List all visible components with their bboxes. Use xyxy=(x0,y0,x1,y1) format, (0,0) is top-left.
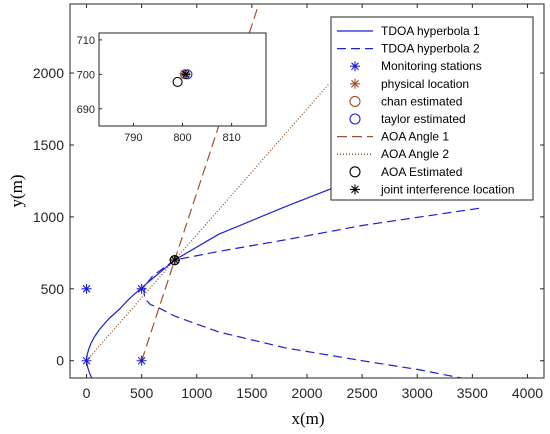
legend-item: TDOA hyperbola 2 xyxy=(337,42,480,56)
y-tick-label: 2000 xyxy=(33,65,64,81)
x-tick-label: 4000 xyxy=(512,385,543,401)
legend: TDOA hyperbola 1 TDOA hyperbola 2 Monitori… xyxy=(330,16,534,201)
legend-label: AOA Angle 1 xyxy=(381,130,449,144)
y-tick-label: 0 xyxy=(56,353,64,369)
x-tick-label: 500 xyxy=(130,385,154,401)
legend-item: AOA Estimated xyxy=(349,165,462,179)
legend-label: AOA Angle 2 xyxy=(381,147,449,161)
y-tick-label: 1500 xyxy=(33,137,64,153)
legend-label: physical location xyxy=(381,77,469,91)
legend-marker-swatch xyxy=(350,78,360,89)
inset-zoom-plot: 790 800 810 690 700 710 xyxy=(77,32,267,144)
x-tick-label: 1000 xyxy=(181,385,212,401)
legend-item: AOA Angle 1 xyxy=(337,130,449,144)
legend-item: TDOA hyperbola 1 xyxy=(337,24,480,38)
inset-point xyxy=(181,69,191,79)
inset-x-tick-label: 800 xyxy=(173,132,191,144)
data-point xyxy=(136,283,147,294)
x-axis-label: x(m) xyxy=(291,409,324,428)
series-line-2 xyxy=(143,207,480,378)
data-point xyxy=(81,355,92,366)
data-point xyxy=(81,283,92,294)
legend-label: TDOA hyperbola 1 xyxy=(381,24,480,38)
legend-box xyxy=(330,16,534,201)
data-point xyxy=(136,355,147,366)
x-tick-label: 1500 xyxy=(236,385,267,401)
x-tick-label: 2000 xyxy=(291,385,322,401)
legend-marker-swatch xyxy=(349,95,361,107)
legend-label: Monitoring stations xyxy=(381,59,482,73)
legend-label: chan estimated xyxy=(381,94,462,108)
legend-label: TDOA hyperbola 2 xyxy=(381,42,480,56)
inset-x-tick-label: 790 xyxy=(124,132,142,144)
x-tick-label: 3500 xyxy=(457,385,488,401)
inset-point xyxy=(172,76,183,87)
inset-frame xyxy=(98,32,267,127)
legend-item: chan estimated xyxy=(349,94,462,108)
data-point xyxy=(169,255,180,266)
legend-item: AOA Angle 2 xyxy=(337,147,449,161)
y-tick-label: 500 xyxy=(41,281,65,297)
inset-point xyxy=(179,69,189,79)
legend-label: joint interference location xyxy=(380,182,514,196)
legend-item: physical location xyxy=(350,77,469,91)
legend-item: Monitoring stations xyxy=(350,59,482,73)
legend-marker-swatch xyxy=(350,184,360,195)
series-line-4 xyxy=(86,83,330,362)
legend-marker-swatch xyxy=(349,166,361,178)
y-tick-label: 1000 xyxy=(33,209,64,225)
inset-x-tick-label: 810 xyxy=(222,132,240,144)
legend-label: taylor estimated xyxy=(381,112,466,126)
x-tick-label: 3000 xyxy=(402,385,433,401)
x-tick-label: 2500 xyxy=(347,385,378,401)
legend-label: AOA Estimated xyxy=(381,165,462,179)
legend-marker-swatch xyxy=(349,113,361,125)
legend-item: joint interference location xyxy=(350,182,514,196)
inset-y-tick-label: 690 xyxy=(77,104,95,116)
inset-y-tick-label: 710 xyxy=(77,35,95,47)
y-axis-label: y(m) xyxy=(7,174,26,207)
inset-y-tick-label: 700 xyxy=(77,69,95,81)
series-line-3 xyxy=(141,4,260,361)
legend-item: taylor estimated xyxy=(349,112,466,126)
legend-marker-swatch xyxy=(350,61,360,72)
x-tick-label: 0 xyxy=(83,385,91,401)
